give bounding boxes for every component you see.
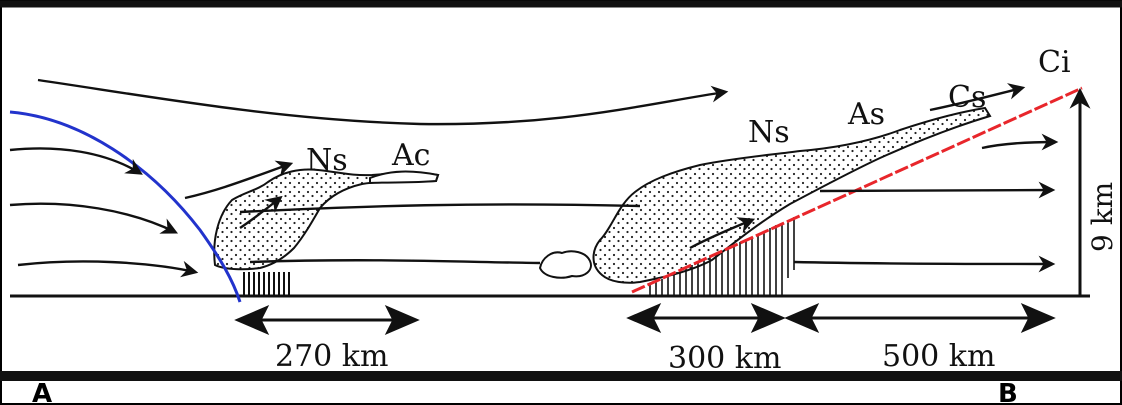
corner-label-a: A bbox=[32, 379, 52, 405]
flow-arrow-right-3 bbox=[793, 255, 1056, 273]
corner-label-b: B bbox=[998, 379, 1018, 405]
upper-flow-arrow bbox=[37, 78, 729, 126]
airflow-streamlines bbox=[9, 78, 1059, 278]
cold-front-boundary bbox=[9, 110, 242, 303]
label-500km: 500 km bbox=[882, 339, 995, 374]
cold-front-lift-arrow-2 bbox=[239, 195, 283, 229]
label-ac: Ac bbox=[391, 138, 430, 173]
cold-front-rain bbox=[243, 272, 290, 296]
label-cs: Cs bbox=[948, 80, 986, 115]
warm-front-rain bbox=[649, 217, 795, 296]
label-as: As bbox=[847, 97, 885, 132]
ac-cloud bbox=[369, 170, 440, 185]
mid-flow-line bbox=[239, 203, 641, 214]
small-cloud bbox=[538, 250, 592, 279]
flow-arrow-left-1 bbox=[9, 147, 143, 175]
bottom-band bbox=[0, 371, 1122, 381]
cs-arrow bbox=[929, 83, 1026, 112]
warm-front-cloud bbox=[592, 106, 992, 284]
label-ns-cold: Ns bbox=[306, 143, 348, 178]
label-9km: 9 km bbox=[1086, 182, 1119, 252]
flow-arrow-right-1 bbox=[981, 133, 1059, 151]
label-300km: 300 km bbox=[668, 341, 781, 376]
flow-arrow-left-3 bbox=[17, 260, 199, 278]
label-270km: 270 km bbox=[275, 339, 388, 374]
flow-arrow-right-2 bbox=[819, 181, 1056, 199]
distance-markers bbox=[234, 303, 1056, 335]
cold-front-lift-arrow-1 bbox=[184, 160, 294, 200]
label-ns-warm: Ns bbox=[748, 115, 790, 150]
warm-front-lift-arrow bbox=[689, 217, 756, 250]
low-flow-line bbox=[249, 259, 541, 265]
label-ci: Ci bbox=[1038, 45, 1071, 80]
flow-arrow-left-2 bbox=[9, 202, 179, 234]
